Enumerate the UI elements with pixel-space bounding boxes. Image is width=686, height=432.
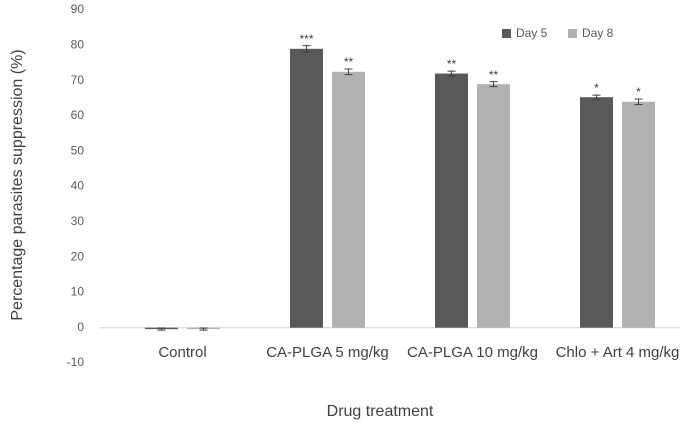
significance-label: *** — [299, 32, 313, 46]
y-tick-label: 40 — [71, 179, 85, 193]
y-tick-label: 60 — [71, 108, 85, 122]
legend-swatch — [568, 29, 577, 38]
legend-label: Day 5 — [516, 26, 548, 40]
y-tick-label: 90 — [71, 2, 85, 16]
significance-label: ** — [489, 68, 499, 82]
x-tick-label: CA-PLGA 10 mg/kg — [407, 344, 538, 361]
y-tick-label: -10 — [67, 355, 85, 369]
error-bar — [592, 94, 601, 100]
error-bar — [302, 45, 311, 53]
error-bar — [157, 327, 166, 331]
error-bar — [199, 327, 208, 331]
significance-label: * — [594, 81, 599, 95]
significance-label: * — [636, 85, 641, 99]
y-tick-label: 70 — [71, 73, 85, 87]
x-tick-label: CA-PLGA 5 mg/kg — [266, 344, 389, 361]
bar — [477, 84, 510, 328]
y-tick-label: 80 — [71, 37, 85, 51]
legend-swatch — [502, 29, 511, 38]
y-tick-label: 50 — [71, 143, 85, 157]
x-tick-label: Chlo + Art 4 mg/kg — [555, 344, 680, 361]
error-bar — [489, 81, 498, 88]
legend-label: Day 8 — [582, 26, 614, 40]
bar — [435, 73, 468, 328]
x-tick-label: Control — [158, 344, 207, 361]
error-bar — [344, 68, 353, 76]
y-tick-label: 10 — [71, 285, 85, 299]
y-tick-label: 30 — [71, 214, 85, 228]
error-bar — [447, 70, 456, 77]
bar — [580, 97, 613, 328]
bar — [332, 71, 365, 328]
error-bar — [634, 98, 643, 106]
bar — [622, 101, 655, 328]
bar — [290, 48, 323, 328]
y-tick-label: 0 — [77, 320, 84, 334]
y-tick-label: 20 — [71, 249, 85, 263]
y-axis-title: Percentage parasites suppression (%) — [9, 49, 26, 320]
significance-label: ** — [447, 57, 457, 71]
x-axis-title: Drug treatment — [327, 403, 434, 420]
significance-label: ** — [344, 55, 354, 69]
